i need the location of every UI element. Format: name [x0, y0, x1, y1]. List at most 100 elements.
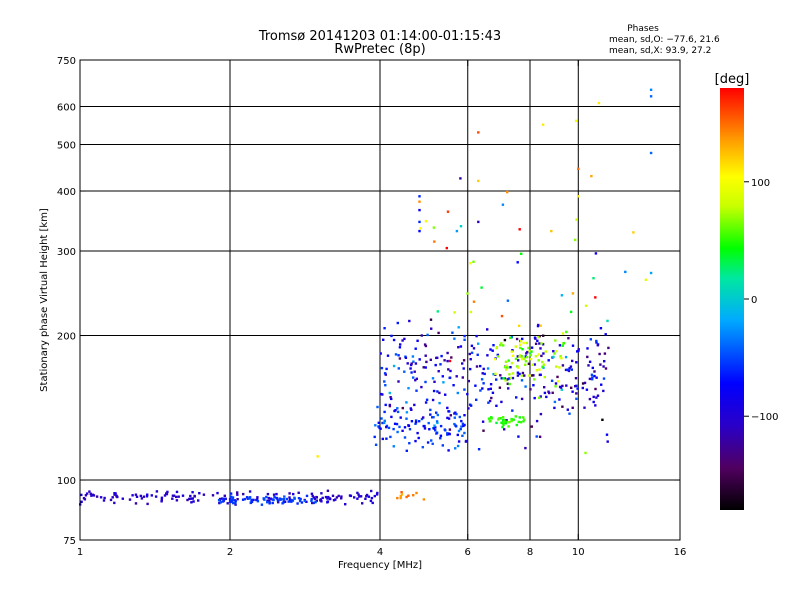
data-point: [198, 492, 201, 495]
data-point: [165, 492, 168, 495]
data-point: [519, 339, 523, 343]
data-point: [226, 502, 229, 505]
data-point: [568, 367, 571, 370]
data-point: [113, 493, 116, 496]
data-point: [501, 203, 505, 206]
data-point: [475, 398, 478, 401]
data-point: [410, 362, 413, 365]
data-point: [311, 494, 314, 498]
data-point: [517, 366, 520, 369]
data-point: [335, 496, 339, 499]
data-point: [463, 423, 466, 427]
data-point: [503, 428, 506, 431]
x-tick-label: 6: [465, 547, 471, 558]
data-point: [510, 350, 513, 353]
data-point: [649, 271, 653, 275]
data-point: [442, 381, 445, 384]
data-point: [433, 424, 436, 427]
data-point: [448, 376, 451, 380]
data-point: [401, 339, 404, 342]
data-point: [590, 373, 594, 376]
data-point: [365, 493, 369, 497]
data-point: [507, 359, 510, 362]
data-point: [392, 445, 395, 448]
data-point: [466, 392, 469, 396]
data-point: [410, 408, 413, 411]
data-point: [487, 417, 491, 420]
data-point: [502, 418, 505, 422]
data-point: [467, 407, 470, 410]
colorbar: [720, 88, 744, 510]
data-point: [468, 352, 471, 356]
data-point: [331, 494, 335, 497]
data-point: [426, 441, 430, 444]
data-point: [469, 262, 472, 265]
y-tick-label: 200: [57, 332, 76, 343]
data-point: [433, 240, 436, 243]
data-point: [438, 391, 441, 395]
data-point: [404, 356, 408, 359]
data-point: [383, 372, 387, 375]
x-tick-label: 10: [572, 547, 585, 558]
data-point: [424, 366, 427, 369]
data-point: [407, 494, 410, 497]
data-point: [518, 355, 521, 358]
data-point: [550, 229, 553, 233]
data-point: [121, 497, 124, 500]
data-point: [256, 496, 259, 499]
data-point: [505, 419, 508, 422]
data-point: [480, 378, 484, 381]
data-point: [533, 336, 537, 339]
data-point: [446, 433, 449, 436]
data-point: [503, 338, 507, 342]
data-point: [547, 390, 550, 393]
data-point: [443, 359, 446, 362]
data-point: [511, 372, 515, 375]
data-point: [510, 336, 513, 339]
data-point: [430, 327, 433, 330]
data-point: [433, 380, 436, 383]
data-point: [186, 498, 189, 502]
data-point: [287, 500, 290, 503]
data-point: [520, 397, 524, 401]
data-point: [234, 502, 237, 505]
data-point: [377, 425, 380, 428]
data-point: [392, 427, 395, 431]
data-point: [280, 498, 283, 501]
data-point: [405, 417, 408, 420]
data-point: [446, 406, 449, 410]
data-point: [560, 294, 564, 297]
data-point: [380, 366, 384, 370]
data-point: [524, 360, 528, 363]
data-point: [314, 500, 317, 504]
data-point: [297, 497, 301, 500]
data-point: [423, 424, 426, 428]
data-point: [517, 435, 520, 438]
data-point: [508, 377, 511, 380]
data-point: [414, 421, 418, 424]
data-point: [349, 494, 353, 498]
data-point: [216, 491, 219, 495]
data-point: [541, 343, 545, 346]
data-point: [490, 396, 493, 400]
data-point: [403, 426, 407, 429]
data-point: [495, 378, 498, 381]
data-point: [494, 372, 497, 375]
data-point: [177, 495, 180, 498]
x-tick-label: 1: [77, 547, 83, 558]
data-point: [189, 494, 192, 498]
data-point: [508, 421, 511, 424]
data-point: [192, 500, 195, 503]
data-point: [541, 365, 544, 369]
data-point: [602, 389, 605, 393]
data-point: [447, 449, 450, 452]
data-point: [574, 385, 577, 388]
data-point: [412, 360, 415, 363]
data-point: [595, 339, 598, 343]
data-point: [320, 492, 323, 495]
data-point: [401, 429, 404, 432]
data-point: [583, 381, 587, 385]
y-tick-label: 300: [57, 247, 76, 258]
data-point: [267, 496, 270, 500]
data-point: [413, 370, 416, 373]
